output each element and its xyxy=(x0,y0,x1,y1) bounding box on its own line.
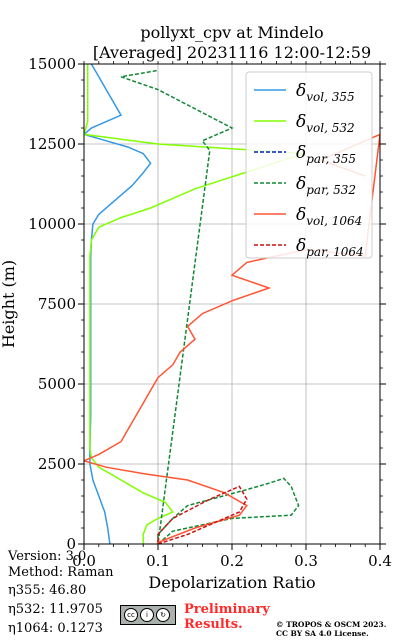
series-line-3 xyxy=(120,69,300,544)
x-tick-label: 0.1 xyxy=(146,552,170,570)
cc-circle-icon: cc xyxy=(124,608,138,622)
copyright-line2: CC BY SA 4.0 License. xyxy=(276,629,369,638)
copyright: © TROPOS & OSCM 2023. CC BY SA 4.0 Licen… xyxy=(276,620,386,638)
cc-sa-icon: ↻ xyxy=(156,608,170,622)
series-line-0 xyxy=(84,64,152,544)
legend-box xyxy=(245,71,373,259)
legend-label-5: δpar, 1064 xyxy=(296,236,364,259)
chart-title-line2: [Averaged] 20231116 12:00-12:59 xyxy=(93,43,371,62)
legend: δvol, 355 δvol, 532 δpar, 355 δpar, 532 δvol… xyxy=(245,71,373,259)
x-tick-label: 0.2 xyxy=(220,552,244,570)
cc-license-icon: cc i ↻ xyxy=(120,605,176,625)
prelim-line1: Preliminary xyxy=(184,602,270,617)
y-axis-label: Height (m) xyxy=(0,260,18,348)
legend-label-1: δvol, 532 xyxy=(296,112,355,135)
y-tick-label: 2500 xyxy=(38,455,76,473)
series-group xyxy=(84,64,380,544)
eta1064-text: η1064: 0.1273 xyxy=(8,621,103,636)
y-tick-label: 15000 xyxy=(28,55,76,73)
preliminary-results: Preliminary Results. xyxy=(184,602,270,632)
x-axis-label: Depolarization Ratio xyxy=(148,573,315,592)
legend-label-4: δvol, 1064 xyxy=(296,205,362,228)
y-tick-label: 10000 xyxy=(28,215,76,233)
cc-by-icon: i xyxy=(140,608,154,622)
x-tick-label: 0.4 xyxy=(368,552,392,570)
y-tick-label: 0 xyxy=(66,535,76,553)
x-tick-label: 0.0 xyxy=(72,552,96,570)
legend-label-2: δpar, 355 xyxy=(296,143,356,166)
version-text: Version: 3.0 xyxy=(8,549,87,564)
y-tick-label: 5000 xyxy=(38,375,76,393)
copyright-line1: © TROPOS & OSCM 2023. xyxy=(276,620,387,629)
prelim-line2: Results. xyxy=(184,617,243,632)
y-tick-label: 7500 xyxy=(38,295,76,313)
series-line-5 xyxy=(157,485,248,544)
legend-label-0: δvol, 355 xyxy=(296,81,355,104)
eta532-text: η532: 11.9705 xyxy=(8,602,103,617)
plot-frame xyxy=(83,63,381,545)
chart-title-line1: pollyxt_cpv at Mindelo xyxy=(140,23,323,42)
x-tick-label: 0.3 xyxy=(294,552,318,570)
axes: 0.0 0.1 0.2 0.3 0.4 0 2500 5000 7500 10000 12500 15… xyxy=(28,55,392,570)
legend-label-3: δpar, 532 xyxy=(296,174,356,197)
method-text: Method: Raman xyxy=(8,565,114,580)
y-tick-label: 12500 xyxy=(28,135,76,153)
eta355-text: η355: 46.80 xyxy=(8,583,87,598)
